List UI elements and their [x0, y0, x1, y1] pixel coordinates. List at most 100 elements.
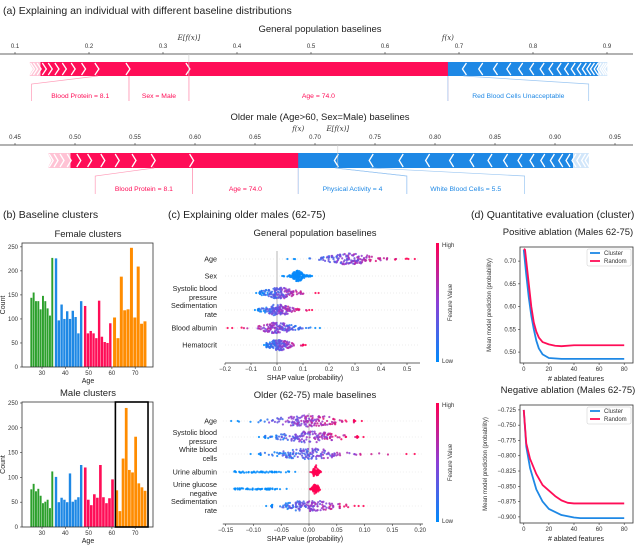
shap-point — [300, 440, 303, 444]
shap-point — [310, 453, 314, 456]
shap-point — [386, 453, 390, 456]
feature-label: Systolic blood — [173, 284, 217, 293]
shap-point — [323, 432, 326, 435]
negative-effect-segment — [489, 153, 505, 168]
feature-effect-label: Age = 74.0 — [229, 186, 262, 193]
negative-effect-segment — [583, 62, 589, 76]
histogram-bar — [37, 301, 40, 367]
chevron-right-icon — [125, 62, 131, 76]
negative-effect-segment — [565, 62, 573, 76]
ablation-title: Negative ablation (Males 62-75) — [501, 385, 636, 396]
feature-label: negative — [190, 489, 217, 498]
shap-point — [339, 261, 342, 265]
y-tick-label: 150 — [8, 451, 19, 457]
shap-point — [291, 435, 294, 438]
shap-point — [295, 273, 298, 276]
shap-point — [316, 422, 319, 425]
shap-point — [321, 433, 324, 437]
x-axis-label: # ablated features — [548, 376, 605, 383]
shap-point — [320, 457, 323, 460]
x-axis-label: Age — [82, 538, 95, 545]
x-tick-label: 60 — [596, 527, 603, 533]
histogram-bar — [65, 502, 69, 527]
shap-point — [280, 296, 283, 299]
shap-point — [345, 504, 348, 507]
shap-point — [275, 436, 278, 439]
shap-point — [299, 447, 302, 451]
shap-point — [282, 504, 285, 507]
shap-point — [305, 415, 308, 418]
shap-point — [289, 274, 292, 277]
x-tick-label: 0.5 — [403, 367, 412, 373]
shap-point — [281, 328, 284, 332]
shap-point — [305, 425, 308, 428]
shap-point — [305, 436, 308, 439]
shap-point — [236, 488, 239, 491]
shap-point — [306, 454, 309, 457]
histogram-bar — [60, 497, 63, 527]
chevron-right-icon — [29, 62, 36, 76]
shap-point — [338, 436, 341, 439]
shap-point — [280, 342, 284, 345]
series-line-random — [522, 409, 625, 505]
shap-point — [275, 487, 279, 490]
y-tick-label: 100 — [8, 475, 19, 481]
shap-point — [306, 447, 310, 451]
shap-point — [347, 506, 350, 509]
bar-tail — [589, 153, 595, 168]
shap-point — [261, 327, 264, 330]
negative-effect-segment — [471, 153, 490, 168]
shap-point — [236, 419, 239, 423]
colorbar-title: Feature Value — [448, 283, 454, 321]
chevron-left-icon — [398, 153, 404, 168]
shap-point — [295, 290, 298, 294]
shap-point — [343, 505, 346, 508]
chevron-right-icon — [87, 153, 93, 168]
shap-point — [274, 312, 278, 315]
positive-effect-segment — [118, 153, 136, 168]
shap-point — [249, 420, 252, 423]
shap-point — [273, 471, 276, 474]
shap-point — [322, 508, 325, 511]
shap-point — [374, 259, 377, 263]
positive-ablation-chart: Positive ablation (Males 62-75) 0.50 0.55 0… — [487, 227, 634, 383]
shap-point — [337, 257, 340, 260]
shap-point — [278, 451, 281, 455]
shap-point — [282, 438, 285, 441]
x-tick-label: 60 — [109, 531, 116, 537]
shap-point — [407, 257, 410, 261]
shap-point — [257, 452, 260, 456]
shap-point — [301, 435, 304, 438]
shap-point — [323, 259, 327, 262]
shap-point — [275, 471, 278, 474]
shap-point — [293, 325, 296, 329]
panel-a-title: (a) Explaining an individual with differ… — [3, 5, 292, 17]
shap-point — [322, 258, 325, 262]
negative-effect-segment — [558, 62, 566, 76]
shap-point — [309, 470, 312, 474]
legend-label: Cluster — [604, 409, 623, 415]
shap-point — [271, 331, 275, 334]
histogram-bar — [83, 467, 87, 527]
shap-point — [248, 488, 252, 491]
shap-point — [279, 322, 282, 325]
shap-point — [313, 508, 316, 511]
legend-label: Random — [604, 417, 627, 423]
positive-effect-segment — [192, 153, 299, 168]
shap-point — [289, 415, 292, 418]
shap-point — [286, 305, 290, 308]
shap-point — [313, 472, 316, 476]
feature-label: Age — [204, 417, 217, 426]
shap-point — [320, 500, 323, 503]
shap-point — [292, 344, 295, 347]
shap-point — [262, 329, 265, 332]
shap-point — [238, 470, 241, 473]
base-value-label: E[f(x)] — [326, 125, 350, 133]
shap-point — [353, 504, 356, 507]
legend-box — [586, 406, 632, 425]
histogram-bar — [124, 407, 128, 527]
histogram-bar — [63, 318, 66, 367]
shap-point — [281, 423, 284, 426]
label-connector — [370, 167, 525, 194]
colorbar-high-label: High — [442, 243, 454, 249]
